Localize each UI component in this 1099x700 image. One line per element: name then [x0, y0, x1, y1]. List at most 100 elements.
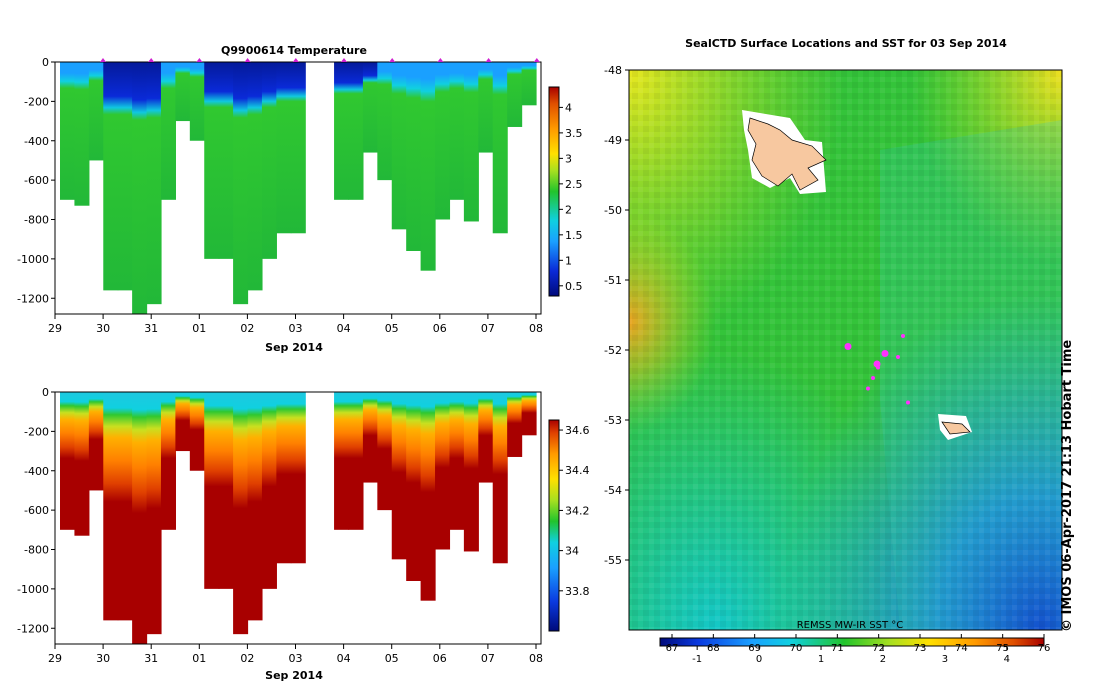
sst-f-tick-label: 68: [707, 643, 720, 654]
y-tick-label: -50: [604, 204, 622, 217]
profile-column: [218, 62, 234, 259]
x-tick-label: 02: [240, 322, 254, 335]
salinity-profiles: [60, 392, 537, 644]
sst-f-tick-label: 72: [872, 643, 885, 654]
sst-tick-label: 3: [942, 654, 948, 665]
profile-column: [492, 62, 508, 234]
y-tick-label: -52: [604, 344, 622, 357]
y-tick-label: -600: [24, 174, 49, 187]
seal-location: [881, 350, 889, 357]
profile-column: [435, 62, 451, 220]
x-tick-label: 08: [529, 652, 543, 665]
x-tick-label: 30: [96, 652, 110, 665]
y-tick-label: -400: [24, 135, 49, 148]
salinity-colorbar: [548, 419, 560, 632]
temp-xlabel: Sep 2014: [265, 341, 323, 354]
x-tick-label: 07: [481, 322, 495, 335]
profile-column: [218, 392, 234, 589]
profile-marker: [292, 58, 299, 62]
profile-column: [449, 392, 465, 530]
profile-column: [362, 392, 378, 483]
profile-marker: [341, 58, 347, 62]
x-tick-label: 29: [48, 652, 62, 665]
profile-column: [449, 62, 465, 200]
colorbar-tick-label: 3.5: [565, 127, 583, 140]
y-tick-label: -1200: [17, 622, 49, 635]
profile-marker: [533, 58, 540, 62]
profile-column: [132, 62, 148, 314]
x-tick-label: 07: [481, 652, 495, 665]
y-tick-label: -800: [24, 544, 49, 557]
profile-column: [276, 392, 292, 564]
profile-column: [391, 62, 407, 230]
profile-column: [420, 62, 436, 271]
profile-column: [406, 392, 422, 581]
profile-column: [377, 62, 393, 181]
colorbar-tick-label: 3: [565, 152, 572, 165]
profile-column: [276, 62, 292, 234]
y-tick-label: -53: [604, 414, 622, 427]
x-tick-label: 02: [240, 652, 254, 665]
x-tick-label: 03: [289, 652, 303, 665]
colorbar-tick-label: 1.5: [565, 229, 583, 242]
y-tick-label: -1000: [17, 253, 49, 266]
sst-f-tick-label: 71: [831, 643, 844, 654]
profile-marker: [437, 58, 444, 62]
x-tick-label: 31: [144, 652, 158, 665]
sst-f-tick-label: 73: [914, 643, 927, 654]
profile-column: [146, 392, 162, 635]
sst-tick-label: 1: [818, 654, 824, 665]
profile-column: [478, 392, 494, 483]
profile-marker: [244, 58, 251, 62]
profile-marker: [100, 58, 106, 62]
colorbar-tick-label: 34.4: [565, 464, 590, 477]
heard-land: [941, 421, 971, 435]
profile-marker: [148, 58, 155, 62]
profile-column: [247, 62, 263, 291]
profile-column: [420, 392, 436, 601]
x-tick-label: 06: [433, 652, 447, 665]
profile-column: [103, 62, 119, 291]
x-tick-label: 31: [144, 322, 158, 335]
salinity-xlabel: Sep 2014: [265, 669, 323, 682]
profile-column: [189, 392, 205, 471]
profile-column: [233, 62, 249, 305]
y-tick-label: 0: [42, 56, 49, 69]
profile-column: [233, 392, 249, 635]
y-tick-label: -400: [24, 465, 49, 478]
profile-column: [60, 62, 76, 200]
seal-surface-locations: [844, 334, 910, 405]
profile-column: [88, 392, 104, 491]
y-tick-label: -48: [604, 64, 622, 77]
profile-column: [88, 62, 104, 161]
profile-column: [521, 392, 537, 436]
imos-credit: © IMOS 06-Apr-2017 21:13 Hobart Time: [1060, 339, 1075, 632]
y-tick-label: -55: [604, 554, 622, 567]
x-tick-label: 05: [385, 322, 399, 335]
x-tick-label: 29: [48, 322, 62, 335]
profile-marker: [485, 58, 492, 62]
seal-location: [844, 343, 852, 350]
profile-column: [117, 62, 133, 291]
sst-tick-label: 4: [1004, 654, 1010, 665]
x-tick-label: 05: [385, 652, 399, 665]
profile-column: [290, 62, 306, 234]
colorbar-tick-label: 0.5: [565, 280, 583, 293]
y-tick-label: -200: [24, 95, 49, 108]
x-tick-label: 08: [529, 322, 543, 335]
profile-column: [521, 62, 537, 106]
seal-location: [866, 386, 870, 391]
y-tick-label: 0: [42, 386, 49, 399]
colorbar-tick-label: 2: [565, 203, 572, 216]
colorbar-tick-label: 33.8: [565, 585, 590, 598]
profile-column: [463, 392, 479, 552]
profile-column: [348, 392, 364, 530]
seal-location: [906, 400, 910, 405]
profile-column: [247, 392, 263, 621]
y-tick-label: -1200: [17, 292, 49, 305]
profile-column: [175, 392, 191, 452]
colorbar-tick-label: 2.5: [565, 178, 583, 191]
profile-column: [103, 392, 119, 621]
profile-column: [261, 392, 277, 589]
profile-column: [463, 62, 479, 222]
